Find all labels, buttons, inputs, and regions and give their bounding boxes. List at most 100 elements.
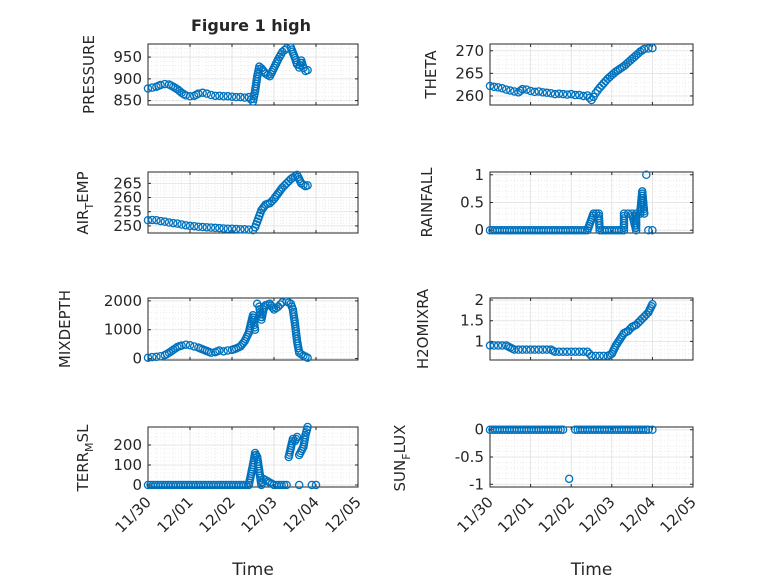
h2omixra-point [587, 351, 596, 361]
air_temp-point [253, 214, 263, 224]
theta-point [644, 44, 653, 53]
terr_msl-point [294, 480, 304, 490]
air_temp-point [143, 215, 153, 225]
pressure-point [231, 92, 241, 102]
terr_msl-point [300, 433, 310, 442]
theta-point [579, 91, 588, 101]
terr_msl-point [148, 480, 158, 490]
air-temp-ylabel: AIRTEMP [74, 171, 96, 234]
h2omixra-ytick-label: 1.5 [460, 312, 484, 330]
air-temp-ylabel-main: AIR [74, 210, 92, 235]
air_temp-point [288, 173, 298, 182]
air_temp-point [177, 220, 186, 229]
pressure-ytick-label: 900 [113, 70, 142, 88]
terr-msl-ylabel-main: TERR [74, 452, 92, 493]
theta-point [493, 83, 503, 92]
pressure-ytick-label: 950 [113, 48, 142, 66]
h2omixra-point [497, 341, 507, 350]
theta-point [518, 84, 527, 94]
theta-point [575, 90, 584, 100]
air-temp-ylabel-sub: T [83, 203, 96, 211]
sun_flux-point [556, 425, 565, 434]
air_temp-point [215, 223, 224, 233]
theta-point [640, 44, 649, 54]
air_temp-point [280, 181, 289, 190]
sun_flux-ytick-label: 0 [474, 421, 484, 439]
pressure-point [166, 81, 176, 90]
terr_msl-xlabel: Time [231, 560, 274, 580]
sun_flux-xtick-label: 12/05 [657, 493, 700, 536]
rainfall-ylabel: RAINFALL [418, 167, 436, 238]
rainfall-point [648, 225, 657, 235]
theta-point [485, 81, 495, 91]
theta-point [506, 86, 515, 95]
terr_msl-point [277, 480, 286, 490]
terr_msl-point [302, 425, 312, 434]
theta-ylabel: THETA [422, 50, 440, 100]
terr_msl-point [236, 480, 246, 490]
h2omixra-point [617, 333, 626, 342]
mixdepth-ytick-label: 0 [132, 350, 142, 368]
sun_flux-xtick-label: 11/30 [454, 493, 497, 536]
mixdepth-point [258, 307, 268, 317]
air_temp-point [147, 215, 157, 225]
h2omixra-ylabel: H2OMIXRA [414, 288, 432, 369]
sun_flux-xtick-label: 12/02 [535, 493, 578, 536]
h2omixra-ytick-label: 1 [474, 332, 484, 350]
air_temp-point [286, 174, 296, 184]
rainfall-point [514, 225, 524, 235]
sun_flux-ytick-label: -0.5 [455, 448, 484, 466]
mixdepth-point [268, 303, 277, 312]
theta-point [516, 86, 525, 96]
air_temp-ytick-label: 255 [113, 203, 142, 221]
theta-point [585, 93, 594, 103]
mixdepth-point [171, 344, 180, 353]
rainfall-point [619, 216, 629, 225]
h2omixra-ytick-label: 2 [474, 291, 484, 309]
pressure-point [202, 89, 212, 98]
figure-title: Figure 1 high [191, 16, 311, 35]
theta-ytick-label: 270 [455, 42, 484, 60]
sun_flux-point [553, 425, 563, 434]
h2omixra-point [554, 347, 564, 356]
air_temp-point [206, 223, 216, 232]
h2omixra-point [530, 345, 539, 354]
terr_msl-point [224, 480, 233, 490]
air_temp-point [227, 224, 237, 233]
theta-point [526, 86, 535, 96]
air_temp-point [295, 176, 305, 186]
sun_flux-ytick-label: -1 [469, 475, 484, 493]
terr_msl-point [161, 480, 170, 490]
terr_msl-xtick-label: 12/04 [280, 493, 323, 536]
rainfall-point [527, 225, 536, 235]
sun_flux-point [514, 425, 524, 434]
h2omixra-point [558, 347, 568, 356]
h2omixra-point [538, 345, 548, 354]
h2omixra-point [612, 339, 622, 348]
rainfall-point [631, 216, 641, 225]
h2omixra-point [610, 343, 620, 352]
mixdepth-point [229, 344, 239, 354]
pressure-point [227, 92, 237, 101]
sun_flux-point [612, 425, 621, 434]
air_temp-ytick-label: 265 [113, 174, 142, 192]
air_temp-point [223, 224, 233, 233]
rainfall-point [539, 225, 548, 235]
mixdepth-point [219, 347, 228, 356]
theta-point [510, 87, 519, 96]
rainfall-ytick-label: 0.5 [460, 194, 484, 212]
mixdepth-point [287, 302, 297, 311]
terr_msl-ytick-label: 0 [132, 476, 142, 494]
pressure-point [210, 91, 220, 101]
pressure-point [298, 61, 307, 70]
rainfall-ytick-label: 1 [474, 166, 484, 184]
pressure-point [192, 90, 201, 100]
theta-point [550, 89, 560, 99]
sun_flux-point [636, 425, 646, 434]
air_temp-point [258, 204, 268, 213]
terr_msl-point [239, 480, 249, 490]
theta-point [542, 88, 552, 98]
pressure-point [154, 81, 163, 91]
